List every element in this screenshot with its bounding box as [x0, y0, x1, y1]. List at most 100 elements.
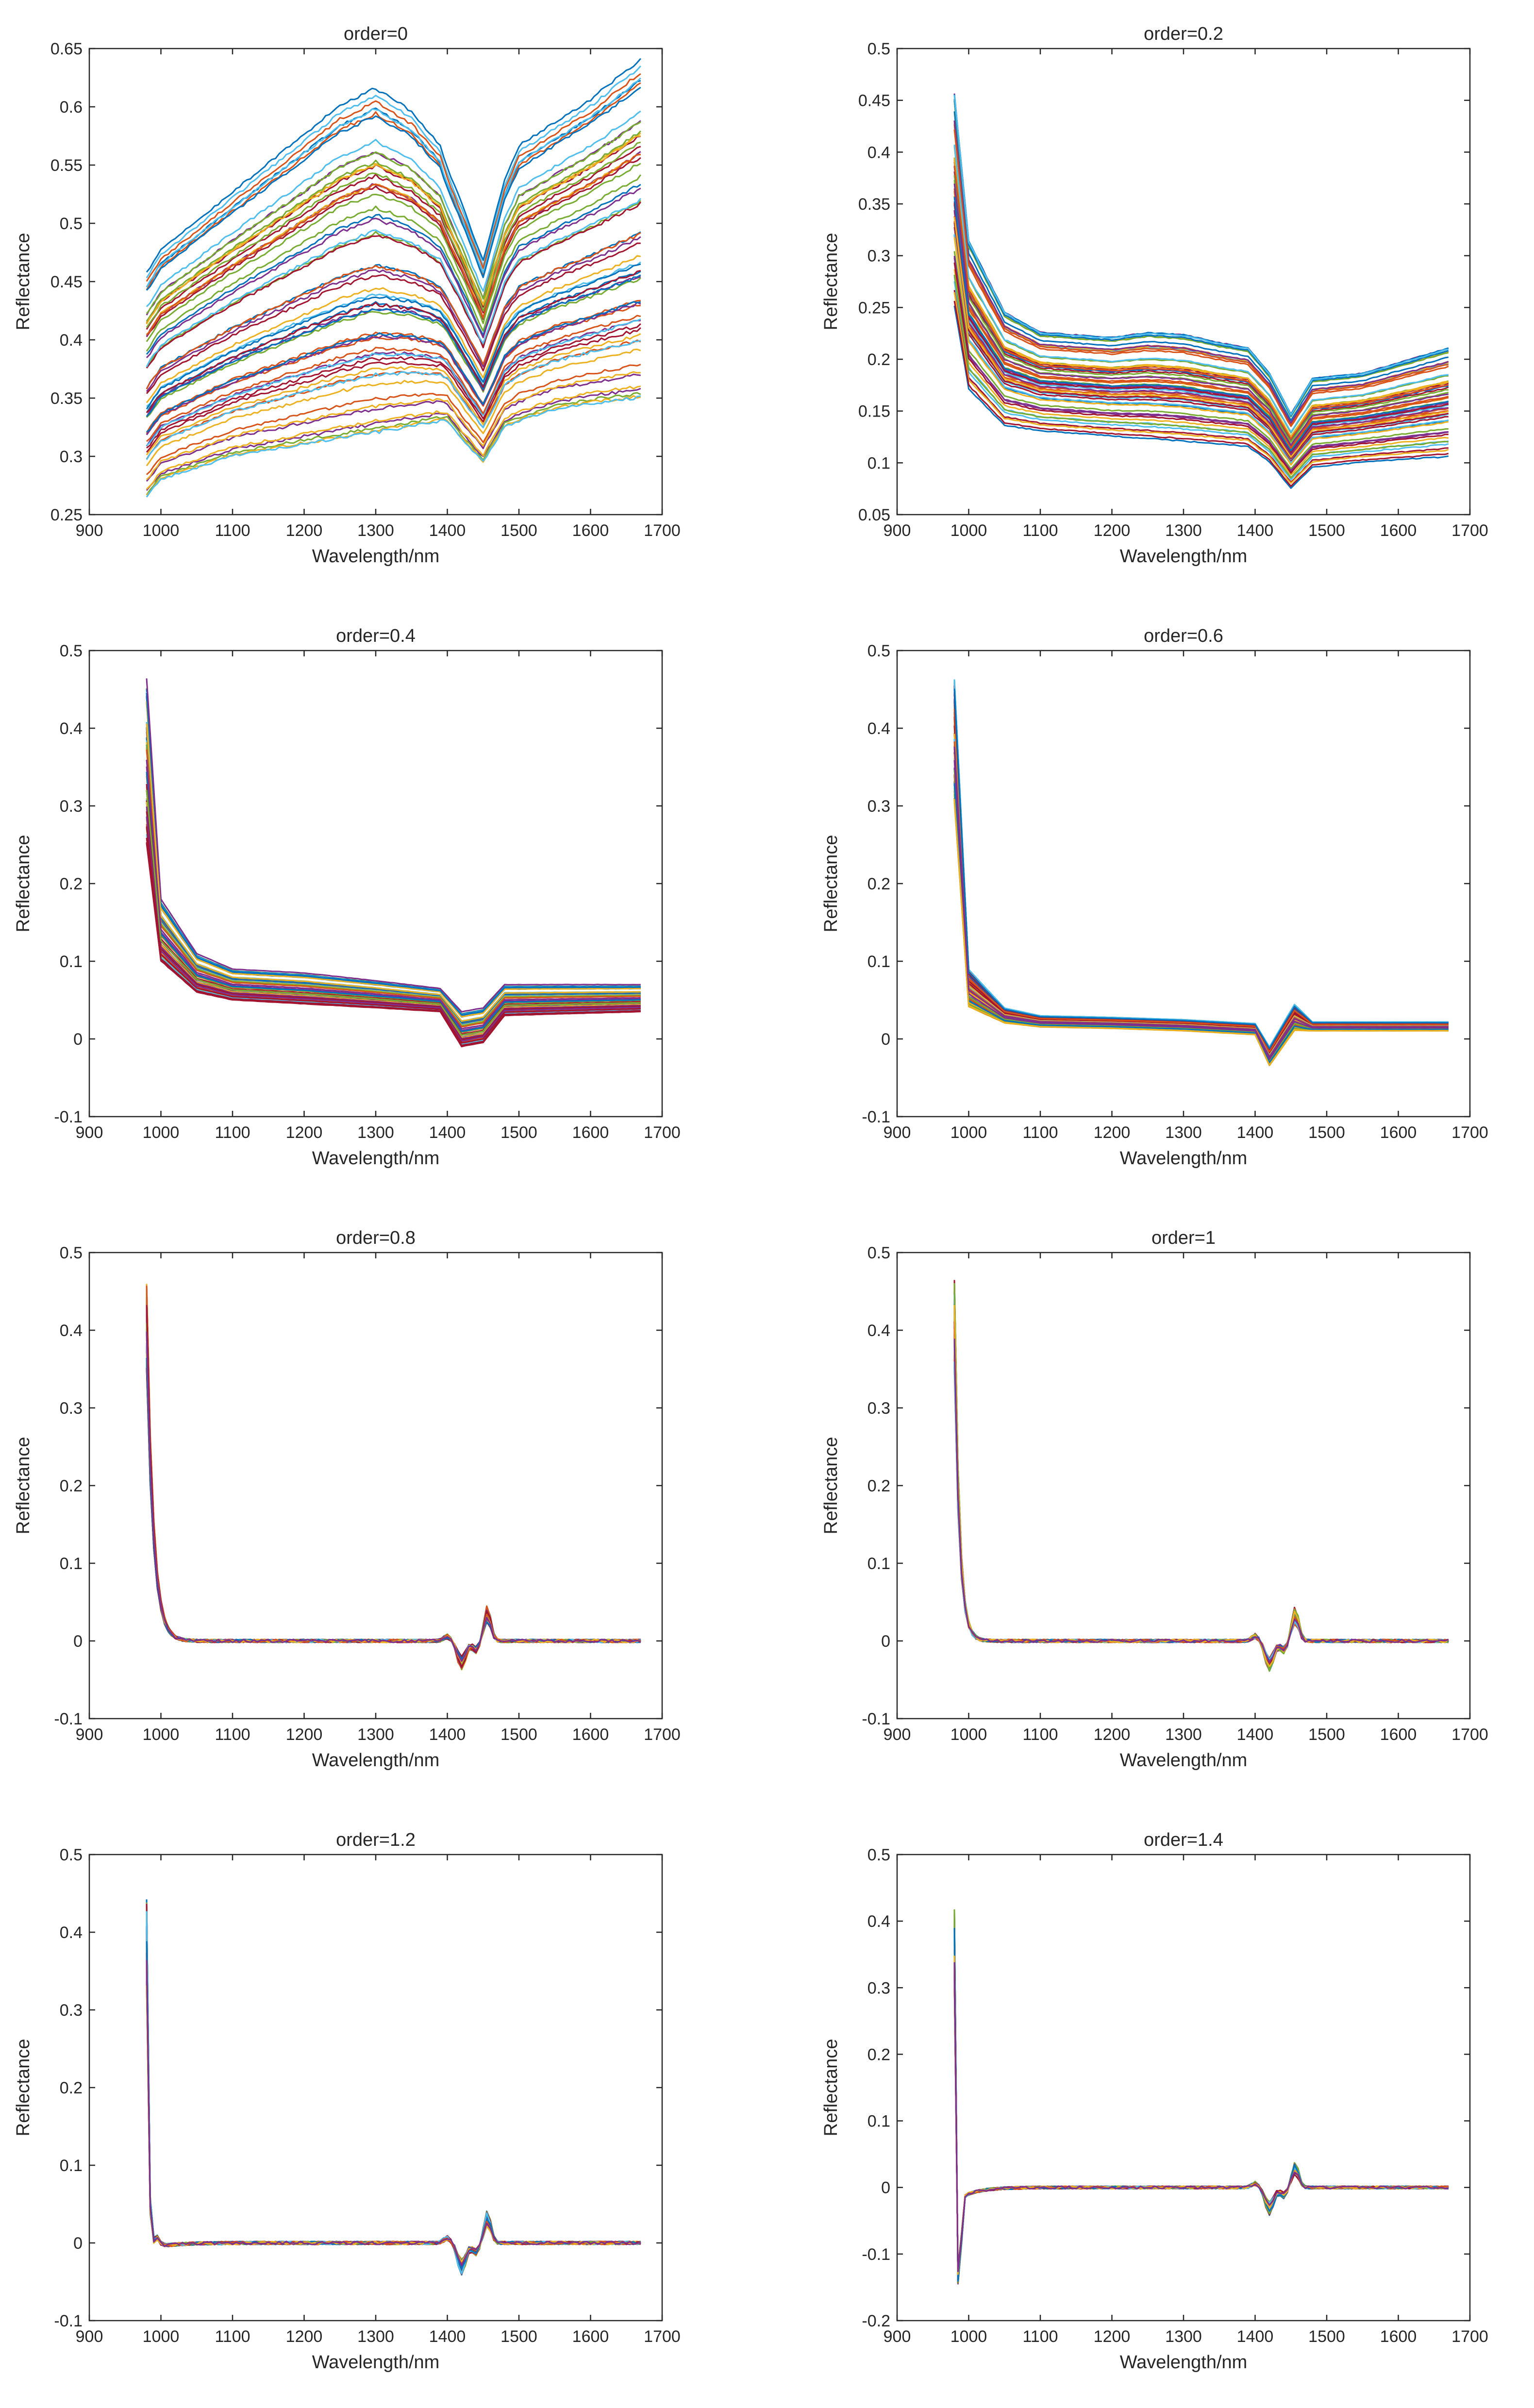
y-tick-label: 0.4 — [867, 1912, 890, 1931]
y-tick-label: 0.45 — [50, 273, 83, 291]
subplot-title: order=0.6 — [1144, 626, 1223, 646]
y-tick-label: 0.5 — [60, 642, 83, 660]
spectrum-line — [146, 184, 641, 355]
spectrum-line — [146, 811, 641, 1040]
y-tick-label: 0.25 — [858, 299, 890, 317]
x-axis-label: Wavelength/nm — [312, 2352, 440, 2373]
subplot-title: order=1.4 — [1144, 1830, 1223, 1850]
spectrum-line — [146, 110, 641, 307]
x-tick-label: 900 — [884, 1123, 911, 1142]
spectrum-line — [146, 153, 641, 335]
subplot-5: 900 1000 1100 1200 1300 1400 1500 1600 1700 -0.1 0… — [13, 1228, 681, 1771]
spectrum-line — [146, 364, 641, 475]
y-tick-label: -0.1 — [54, 1108, 83, 1126]
y-tick-label: 0.5 — [867, 642, 890, 660]
spectrum-line — [146, 723, 641, 1022]
subplot-1: 900 1000 1100 1200 1300 1400 1500 1600 1700 0.25 0… — [13, 24, 681, 567]
spectrum-line — [146, 802, 641, 1038]
x-tick-label: 1700 — [1451, 1725, 1488, 1744]
spectrum-line — [146, 349, 641, 467]
x-tick-label: 1300 — [1165, 1123, 1202, 1142]
spectrum-line — [953, 1338, 1449, 1663]
spectrum-line — [953, 210, 1449, 456]
spectrum-line — [953, 290, 1449, 483]
spectrum-line — [146, 242, 641, 394]
spectrum-line — [146, 58, 641, 273]
x-axis-label: Wavelength/nm — [1120, 1750, 1248, 1771]
x-tick-label: 1300 — [357, 1725, 394, 1744]
y-tick-label: 0.3 — [867, 797, 890, 816]
spectrum-line — [146, 315, 641, 442]
x-tick-label: 1000 — [950, 1725, 987, 1744]
spectrum-line — [953, 100, 1449, 418]
subplot-6: 900 1000 1100 1200 1300 1400 1500 1600 1700 -0.1 0… — [821, 1228, 1488, 1771]
x-tick-label: 900 — [884, 2327, 911, 2346]
spectrum-line — [146, 255, 641, 403]
spectrum-line — [146, 771, 641, 1032]
x-tick-label: 900 — [76, 1725, 103, 1744]
spectrum-line — [146, 274, 641, 417]
x-tick-label: 1700 — [1451, 521, 1488, 540]
x-tick-label: 1100 — [1022, 1725, 1058, 1744]
spectrum-line — [146, 163, 641, 342]
x-tick-label: 1100 — [215, 1725, 250, 1744]
spectrum-line — [953, 222, 1449, 459]
spectrum-line — [953, 688, 1449, 1050]
subplot-title: order=1 — [1151, 1228, 1216, 1248]
y-axis-label: Reflectance — [821, 233, 841, 331]
spectrum-line — [146, 236, 641, 392]
spectrum-line — [953, 255, 1449, 471]
x-tick-label: 900 — [76, 2327, 103, 2346]
x-tick-label: 1000 — [143, 1725, 180, 1744]
x-tick-label: 1000 — [143, 521, 180, 540]
y-tick-label: 0.45 — [858, 92, 890, 110]
x-tick-label: 1600 — [1380, 1123, 1417, 1142]
x-tick-label: 1400 — [429, 1123, 466, 1142]
spectrum-line — [146, 301, 641, 435]
spectrum-line — [146, 263, 641, 410]
spectrum-line — [953, 171, 1449, 442]
x-tick-label: 1000 — [950, 1123, 987, 1142]
spectrum-line — [953, 301, 1449, 487]
y-tick-label: 0.35 — [858, 195, 890, 214]
y-tick-label: 0.4 — [867, 143, 890, 162]
spectrum-line — [146, 130, 641, 322]
y-tick-label: -0.1 — [862, 1710, 890, 1728]
y-tick-label: -0.1 — [862, 1108, 890, 1126]
series-group — [146, 58, 642, 498]
spectrum-line — [146, 759, 641, 1030]
x-tick-label: 1200 — [1094, 1123, 1131, 1142]
spectrum-line — [953, 111, 1449, 421]
spectrum-line — [146, 73, 641, 282]
series-group — [953, 1280, 1449, 1672]
x-tick-label: 1300 — [1165, 2327, 1202, 2346]
x-tick-label: 1500 — [500, 521, 537, 540]
spectrum-line — [953, 709, 1449, 1053]
x-tick-label: 1400 — [1237, 1725, 1274, 1744]
x-tick-label: 1500 — [1308, 521, 1345, 540]
spectrum-line — [953, 95, 1449, 416]
x-tick-label: 1100 — [215, 2327, 250, 2346]
y-axis-label: Reflectance — [13, 233, 33, 331]
spectrum-line — [146, 784, 641, 1035]
x-tick-label: 1600 — [572, 2327, 609, 2346]
y-tick-label: -0.1 — [54, 1710, 83, 1728]
subplot-title: order=1.2 — [336, 1830, 416, 1850]
y-tick-label: 0.4 — [60, 1321, 83, 1340]
x-tick-label: 1300 — [357, 1123, 394, 1142]
spectrum-line — [953, 159, 1449, 438]
y-tick-label: 0.1 — [60, 1555, 83, 1573]
spectrum-line — [953, 799, 1449, 1066]
x-axis-label: Wavelength/nm — [1120, 546, 1248, 567]
y-tick-label: 0.4 — [60, 331, 83, 350]
y-axis-label: Reflectance — [13, 835, 33, 933]
plot-area — [896, 1252, 1471, 1720]
x-axis-label: Wavelength/nm — [312, 1148, 440, 1169]
y-tick-label: 0.4 — [60, 1923, 83, 1942]
y-tick-label: 0.2 — [60, 2079, 83, 2097]
y-tick-label: 0.2 — [867, 1477, 890, 1495]
y-tick-label: 0.2 — [867, 2045, 890, 2064]
y-axis-label: Reflectance — [821, 835, 841, 933]
plot-area — [88, 650, 663, 1118]
y-tick-label: 0 — [881, 1632, 890, 1651]
